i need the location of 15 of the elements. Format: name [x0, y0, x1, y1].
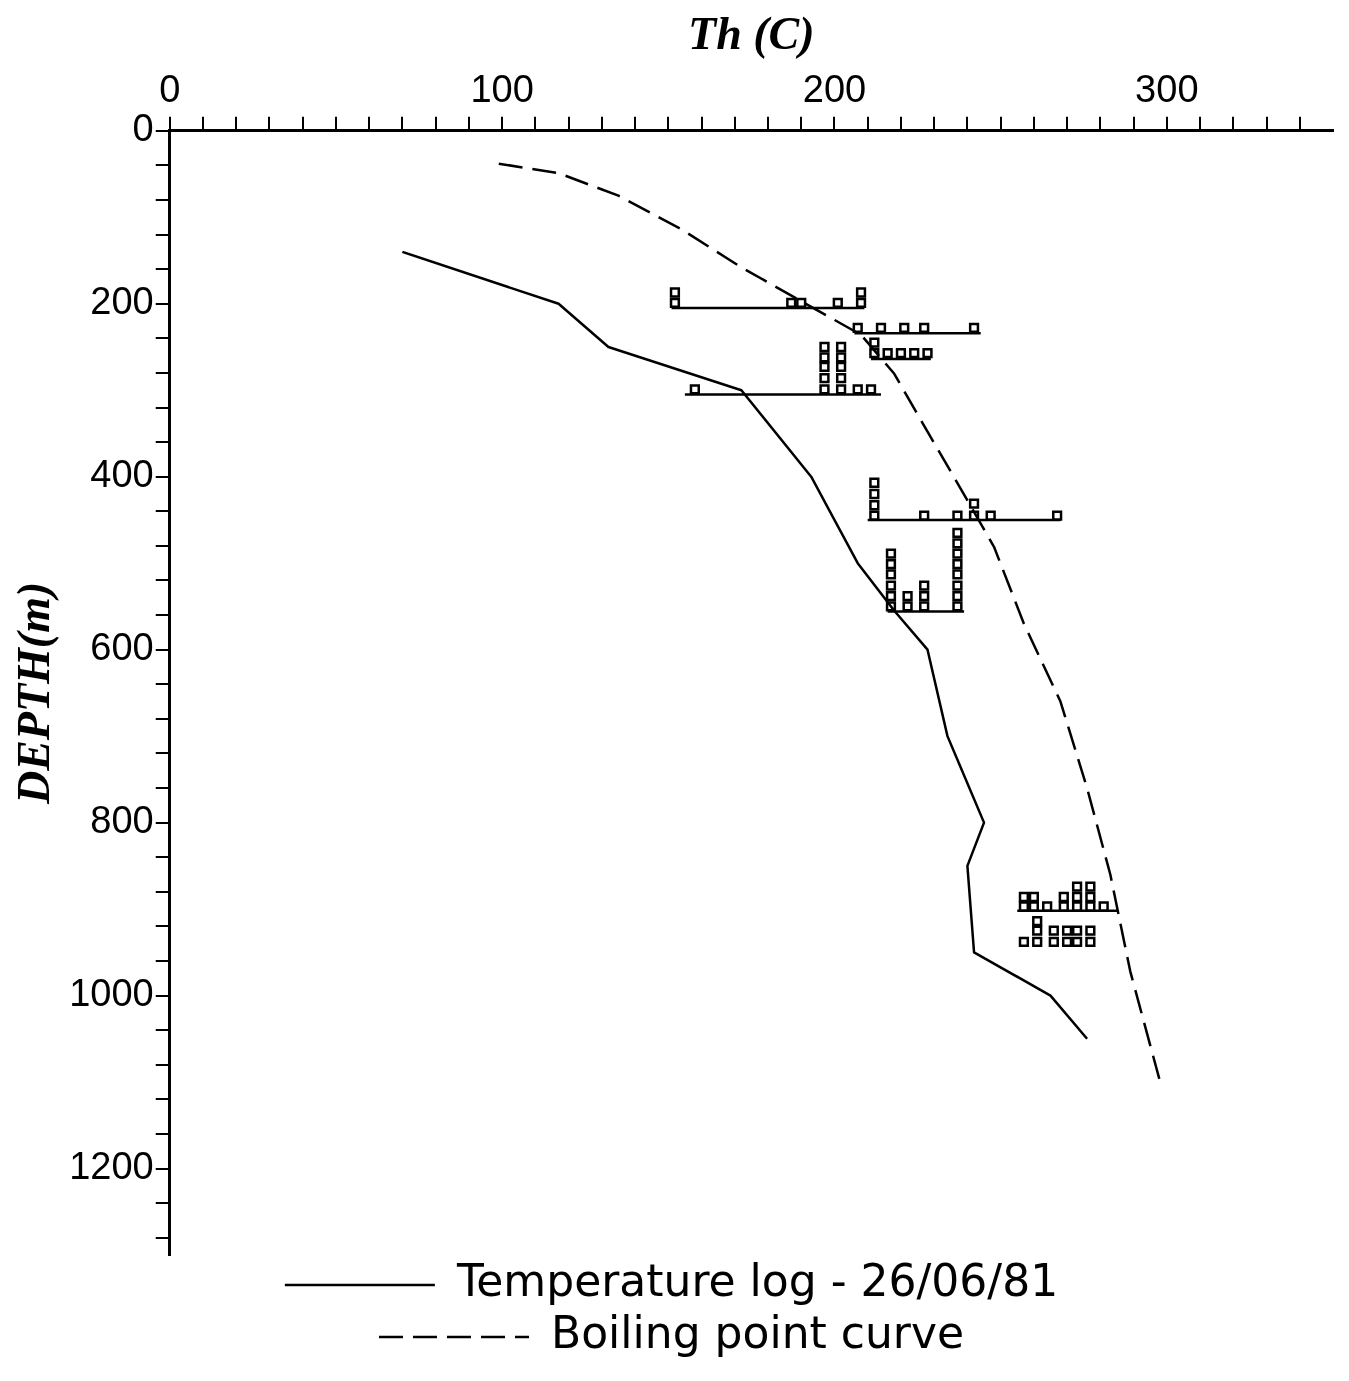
y-tick-label: 1200 [69, 1145, 154, 1188]
x-tick-label: 200 [802, 68, 867, 111]
x-tick-label: 100 [470, 68, 534, 111]
x-axis-title: Th (C) [688, 8, 815, 60]
y-tick-label: 400 [90, 453, 154, 496]
legend-label: Temperature log - 26/06/81 [455, 1255, 1059, 1307]
legend-label: Boiling point curve [550, 1307, 965, 1359]
x-tick-label: 300 [1135, 68, 1199, 111]
y-tick-label: 1000 [69, 972, 154, 1015]
y-axis-title: DEPTH(m) [8, 581, 60, 806]
y-tick-label: 800 [90, 799, 154, 842]
x-tick-label: 0 [159, 68, 181, 111]
y-tick-label: 600 [90, 626, 154, 669]
y-tick-label: 200 [90, 280, 154, 323]
y-tick-label: 0 [132, 107, 154, 150]
